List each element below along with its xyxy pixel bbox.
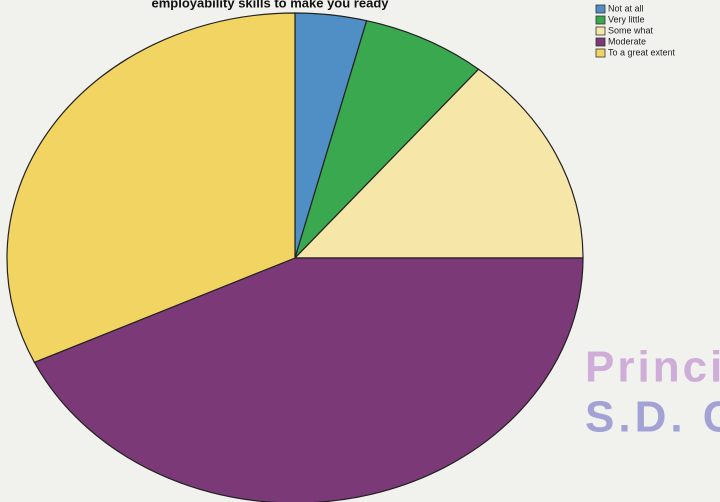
legend-label: Moderate — [608, 36, 646, 46]
legend-swatch — [595, 48, 606, 58]
legend-label: To a great extent — [608, 47, 676, 57]
pie-slice — [6, 12, 296, 364]
legend-swatch — [595, 15, 606, 25]
legend-label: Not at all — [608, 3, 644, 13]
stamp-text: Princi — [585, 343, 720, 392]
legend-swatch — [595, 37, 606, 47]
pie-slice — [293, 68, 584, 259]
chart-title: employability skills to make you ready — [152, 0, 390, 10]
stamp-text: S.D. C — [585, 393, 720, 442]
legend-swatch — [595, 4, 606, 14]
legend-label: Some what — [608, 25, 654, 35]
legend-label: Very little — [608, 14, 645, 24]
legend-swatch — [595, 26, 606, 36]
pie-slice — [33, 257, 584, 502]
pie-slice — [294, 19, 480, 259]
